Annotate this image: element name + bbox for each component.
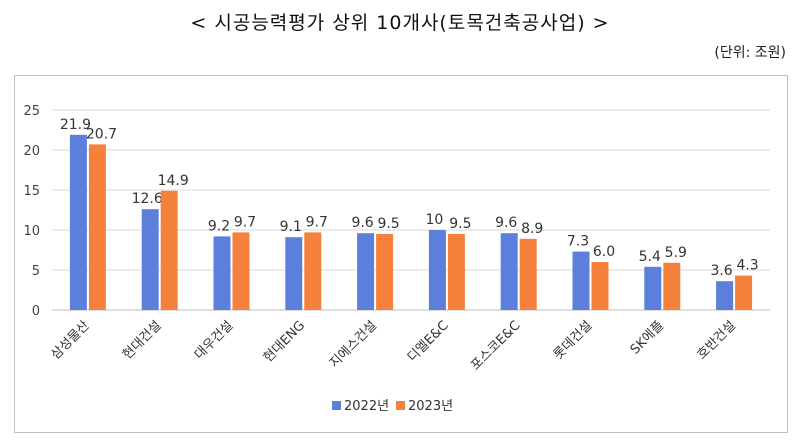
y-tick-label: 10 [23, 224, 40, 239]
data-label: 5.4 [639, 249, 661, 265]
y-tick-label: 20 [23, 144, 40, 159]
data-label: 10 [425, 212, 443, 228]
bar-2022년 [716, 281, 734, 310]
x-tick-label: 디엘E&C [405, 318, 452, 365]
x-tick-label: 롯데건설 [551, 318, 595, 362]
data-label: 4.3 [736, 258, 758, 274]
data-label: 9.2 [208, 218, 230, 234]
x-tick-label: 현대ENG [261, 318, 308, 365]
x-tick-label: 현대건설 [120, 318, 164, 362]
data-label: 8.9 [521, 221, 543, 237]
bar-2023년 [160, 190, 178, 310]
bar-2023년 [232, 232, 250, 310]
bar-2023년 [663, 262, 681, 310]
bar-2022년 [644, 266, 662, 310]
y-tick-label: 0 [32, 304, 40, 319]
y-tick-label: 15 [23, 184, 40, 199]
y-tick-label: 5 [32, 264, 40, 279]
bar-2023년 [447, 234, 465, 310]
x-tick-label: SK에플 [628, 318, 667, 357]
data-label: 9.7 [234, 214, 256, 230]
x-tick-label: 대우건설 [192, 318, 236, 362]
data-label: 7.3 [567, 234, 589, 250]
bar-2023년 [591, 262, 609, 310]
bar-2023년 [376, 234, 394, 310]
x-tick-label: 포스코E&C [468, 318, 523, 373]
bar-2023년 [304, 232, 322, 310]
bar-2022년 [357, 233, 375, 310]
chart-frame [14, 75, 788, 433]
x-tick-label: 호반건설 [694, 318, 738, 362]
legend-label: 2022년 [344, 399, 389, 414]
data-label: 9.1 [280, 219, 302, 235]
x-tick-label: 삼성물산 [48, 318, 92, 362]
data-label: 9.7 [306, 214, 328, 230]
legend-swatch [396, 401, 405, 410]
data-label: 3.6 [710, 263, 732, 279]
y-tick-label: 25 [23, 104, 40, 119]
data-label: 20.7 [86, 126, 117, 142]
data-label: 12.6 [132, 191, 163, 207]
bar-2023년 [519, 238, 537, 310]
bar-2022년 [428, 230, 446, 310]
x-tick-label: 지에스건설 [327, 318, 380, 371]
bar-2023년 [88, 144, 106, 310]
data-label: 14.9 [158, 173, 189, 189]
data-label: 6.0 [593, 244, 615, 260]
bar-2022년 [500, 233, 518, 310]
legend-swatch [332, 401, 341, 410]
bar-2023년 [735, 275, 753, 310]
data-label: 9.5 [449, 216, 471, 232]
legend-label: 2023년 [408, 399, 453, 414]
data-label: 5.9 [665, 245, 687, 261]
bar-2022년 [141, 209, 159, 310]
data-label: 9.6 [495, 215, 517, 231]
data-label: 9.5 [377, 216, 399, 232]
data-label: 9.6 [351, 215, 373, 231]
bar-2022년 [69, 134, 87, 310]
chart-title: < 시공능력평가 상위 10개사(토목건축공사업) > [190, 12, 610, 34]
bar-2022년 [213, 236, 231, 310]
unit-label: (단위: 조원) [714, 45, 786, 61]
data-label: 21.9 [60, 117, 91, 133]
bar-2022년 [572, 251, 590, 310]
bar-2022년 [285, 237, 303, 310]
